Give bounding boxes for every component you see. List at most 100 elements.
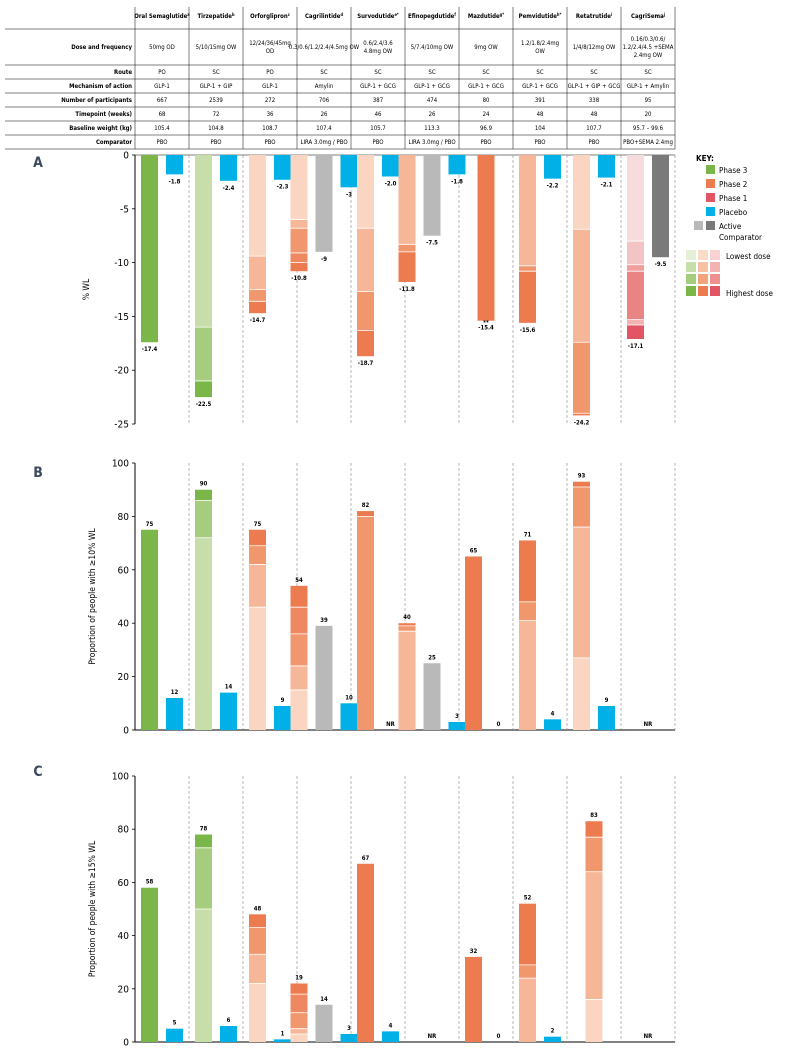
comparator-cell: PBO <box>480 139 491 146</box>
data-label-nr: NR <box>644 1033 654 1040</box>
data-label: -1.8 <box>451 178 463 185</box>
drug-header: Survodutidee* <box>357 12 399 20</box>
bar-segment <box>290 228 308 253</box>
drug-superscript: b <box>232 12 235 17</box>
bar-segment <box>357 155 374 229</box>
y-tick-label: 0 <box>123 151 129 162</box>
data-label: 48 <box>254 905 262 912</box>
route-cell: SC <box>212 69 219 76</box>
baseline-cell: 104.8 <box>208 125 224 132</box>
data-label: 0 <box>497 1033 501 1040</box>
comparator-cell: PBO <box>534 139 545 146</box>
timepoint-cell: 48 <box>537 111 544 118</box>
drug-header: CagriSemaj <box>631 12 665 20</box>
bar-segment <box>585 821 603 838</box>
data-label: 4 <box>389 1022 393 1029</box>
bar-placebo <box>448 721 466 730</box>
comparator-cell: PBO <box>264 139 275 146</box>
bar-segment <box>465 956 482 1042</box>
y-tick-label: 80 <box>118 512 130 523</box>
drug-header: Efinopegdutidef <box>408 12 456 20</box>
bar-segment <box>398 625 416 632</box>
bar-segment <box>573 413 590 416</box>
y-tick-label: 40 <box>118 931 130 942</box>
bar-segment <box>141 529 158 730</box>
bar-segment <box>249 914 266 928</box>
data-label: 65 <box>470 547 478 554</box>
dose-cell: 5/10/15mg OW <box>196 44 237 51</box>
timepoint-cell: 24 <box>483 111 490 118</box>
y-tick-label: 20 <box>118 672 130 683</box>
data-label: 82 <box>362 502 370 509</box>
y-tick-label: 100 <box>112 772 129 783</box>
drug-header: Mazdutideg* <box>468 12 504 20</box>
data-label: 3 <box>347 1025 351 1032</box>
bar-segment <box>477 155 495 321</box>
comparator-cell: PBO <box>156 139 167 146</box>
legend-label: Phase 1 <box>719 194 747 203</box>
bar-segment <box>573 342 590 414</box>
drug-header: Pemvidutideh* <box>519 12 562 20</box>
bar-segment <box>249 301 266 314</box>
comparator-cell: LIRA 3.0mg / PBO <box>408 139 455 146</box>
bar-segment <box>519 601 536 621</box>
bar-segment <box>357 228 374 292</box>
data-label: -2.1 <box>601 182 613 189</box>
dose-cell: 4.8mg OW <box>364 48 393 55</box>
bar-placebo <box>544 155 561 179</box>
bar-segment <box>573 527 590 658</box>
bar-segment <box>627 325 644 339</box>
bar-placebo <box>382 155 399 177</box>
y-tick-label: -20 <box>114 366 129 377</box>
drug-superscript: e* <box>394 12 398 17</box>
baseline-cell: 96.9 <box>480 125 493 132</box>
drug-header: Tirzepatideb <box>197 12 234 20</box>
row-label-route: Route <box>114 69 132 76</box>
bar-segment <box>249 607 266 730</box>
bar-segment <box>195 489 212 501</box>
legend-swatch <box>706 165 715 174</box>
data-label: 67 <box>362 855 370 862</box>
comparator-cell: PBO+SEMA 2.4mg <box>623 139 673 146</box>
bar-segment <box>290 1012 308 1029</box>
bar-segment <box>627 319 644 326</box>
dose-cell: 1/4/8/12mg OW <box>573 44 616 51</box>
y-axis-label: Proportion of people with ≥10% WL <box>88 528 98 665</box>
bar-segment <box>290 983 308 995</box>
legend-label: Phase 2 <box>719 180 747 189</box>
data-label: 5 <box>173 1020 177 1027</box>
data-label: 75 <box>254 521 262 528</box>
comparator-cell: PBO <box>372 139 383 146</box>
n-cell: 667 <box>157 97 167 104</box>
legend-label: Phase 3 <box>719 166 747 175</box>
bar-segment <box>249 545 266 565</box>
info-table: Dose and frequency Route Mechanism of acti… <box>5 7 676 150</box>
data-label-note: ** <box>483 320 489 327</box>
bar-segment <box>141 887 158 1042</box>
route-cell: SC <box>536 69 543 76</box>
y-tick-label: -10 <box>114 258 129 269</box>
legend-title: KEY: <box>696 154 714 163</box>
data-label: -24.2 <box>574 419 590 426</box>
drug-header: Oral Semaglutidea <box>134 12 190 20</box>
bar-active-comparator <box>315 155 333 252</box>
bar-placebo <box>166 697 183 730</box>
data-label-nr: NR <box>644 721 654 728</box>
panel-letter: A <box>33 155 43 171</box>
bar-segment <box>249 564 266 608</box>
legend-dose-swatch <box>710 250 720 260</box>
drug-header: Retatrutidei <box>576 12 612 20</box>
dose-cell: OD <box>266 48 274 55</box>
timepoint-cell: 26 <box>429 111 436 118</box>
y-axis-label: % WL <box>82 278 92 300</box>
dose-cell: 2.4mg OW <box>634 52 663 59</box>
legend-dose-swatch <box>698 274 708 284</box>
bar-segment <box>627 241 644 265</box>
legend-dose-swatch <box>686 274 696 284</box>
bar-segment <box>398 155 416 245</box>
data-label: 54 <box>295 577 303 584</box>
dose-cell: 0.3/0.6/1.2/2.4/4.5mg OW <box>289 44 360 51</box>
data-label: 58 <box>146 879 154 886</box>
legend-dose-swatch <box>686 286 696 296</box>
data-label: 52 <box>524 895 532 902</box>
